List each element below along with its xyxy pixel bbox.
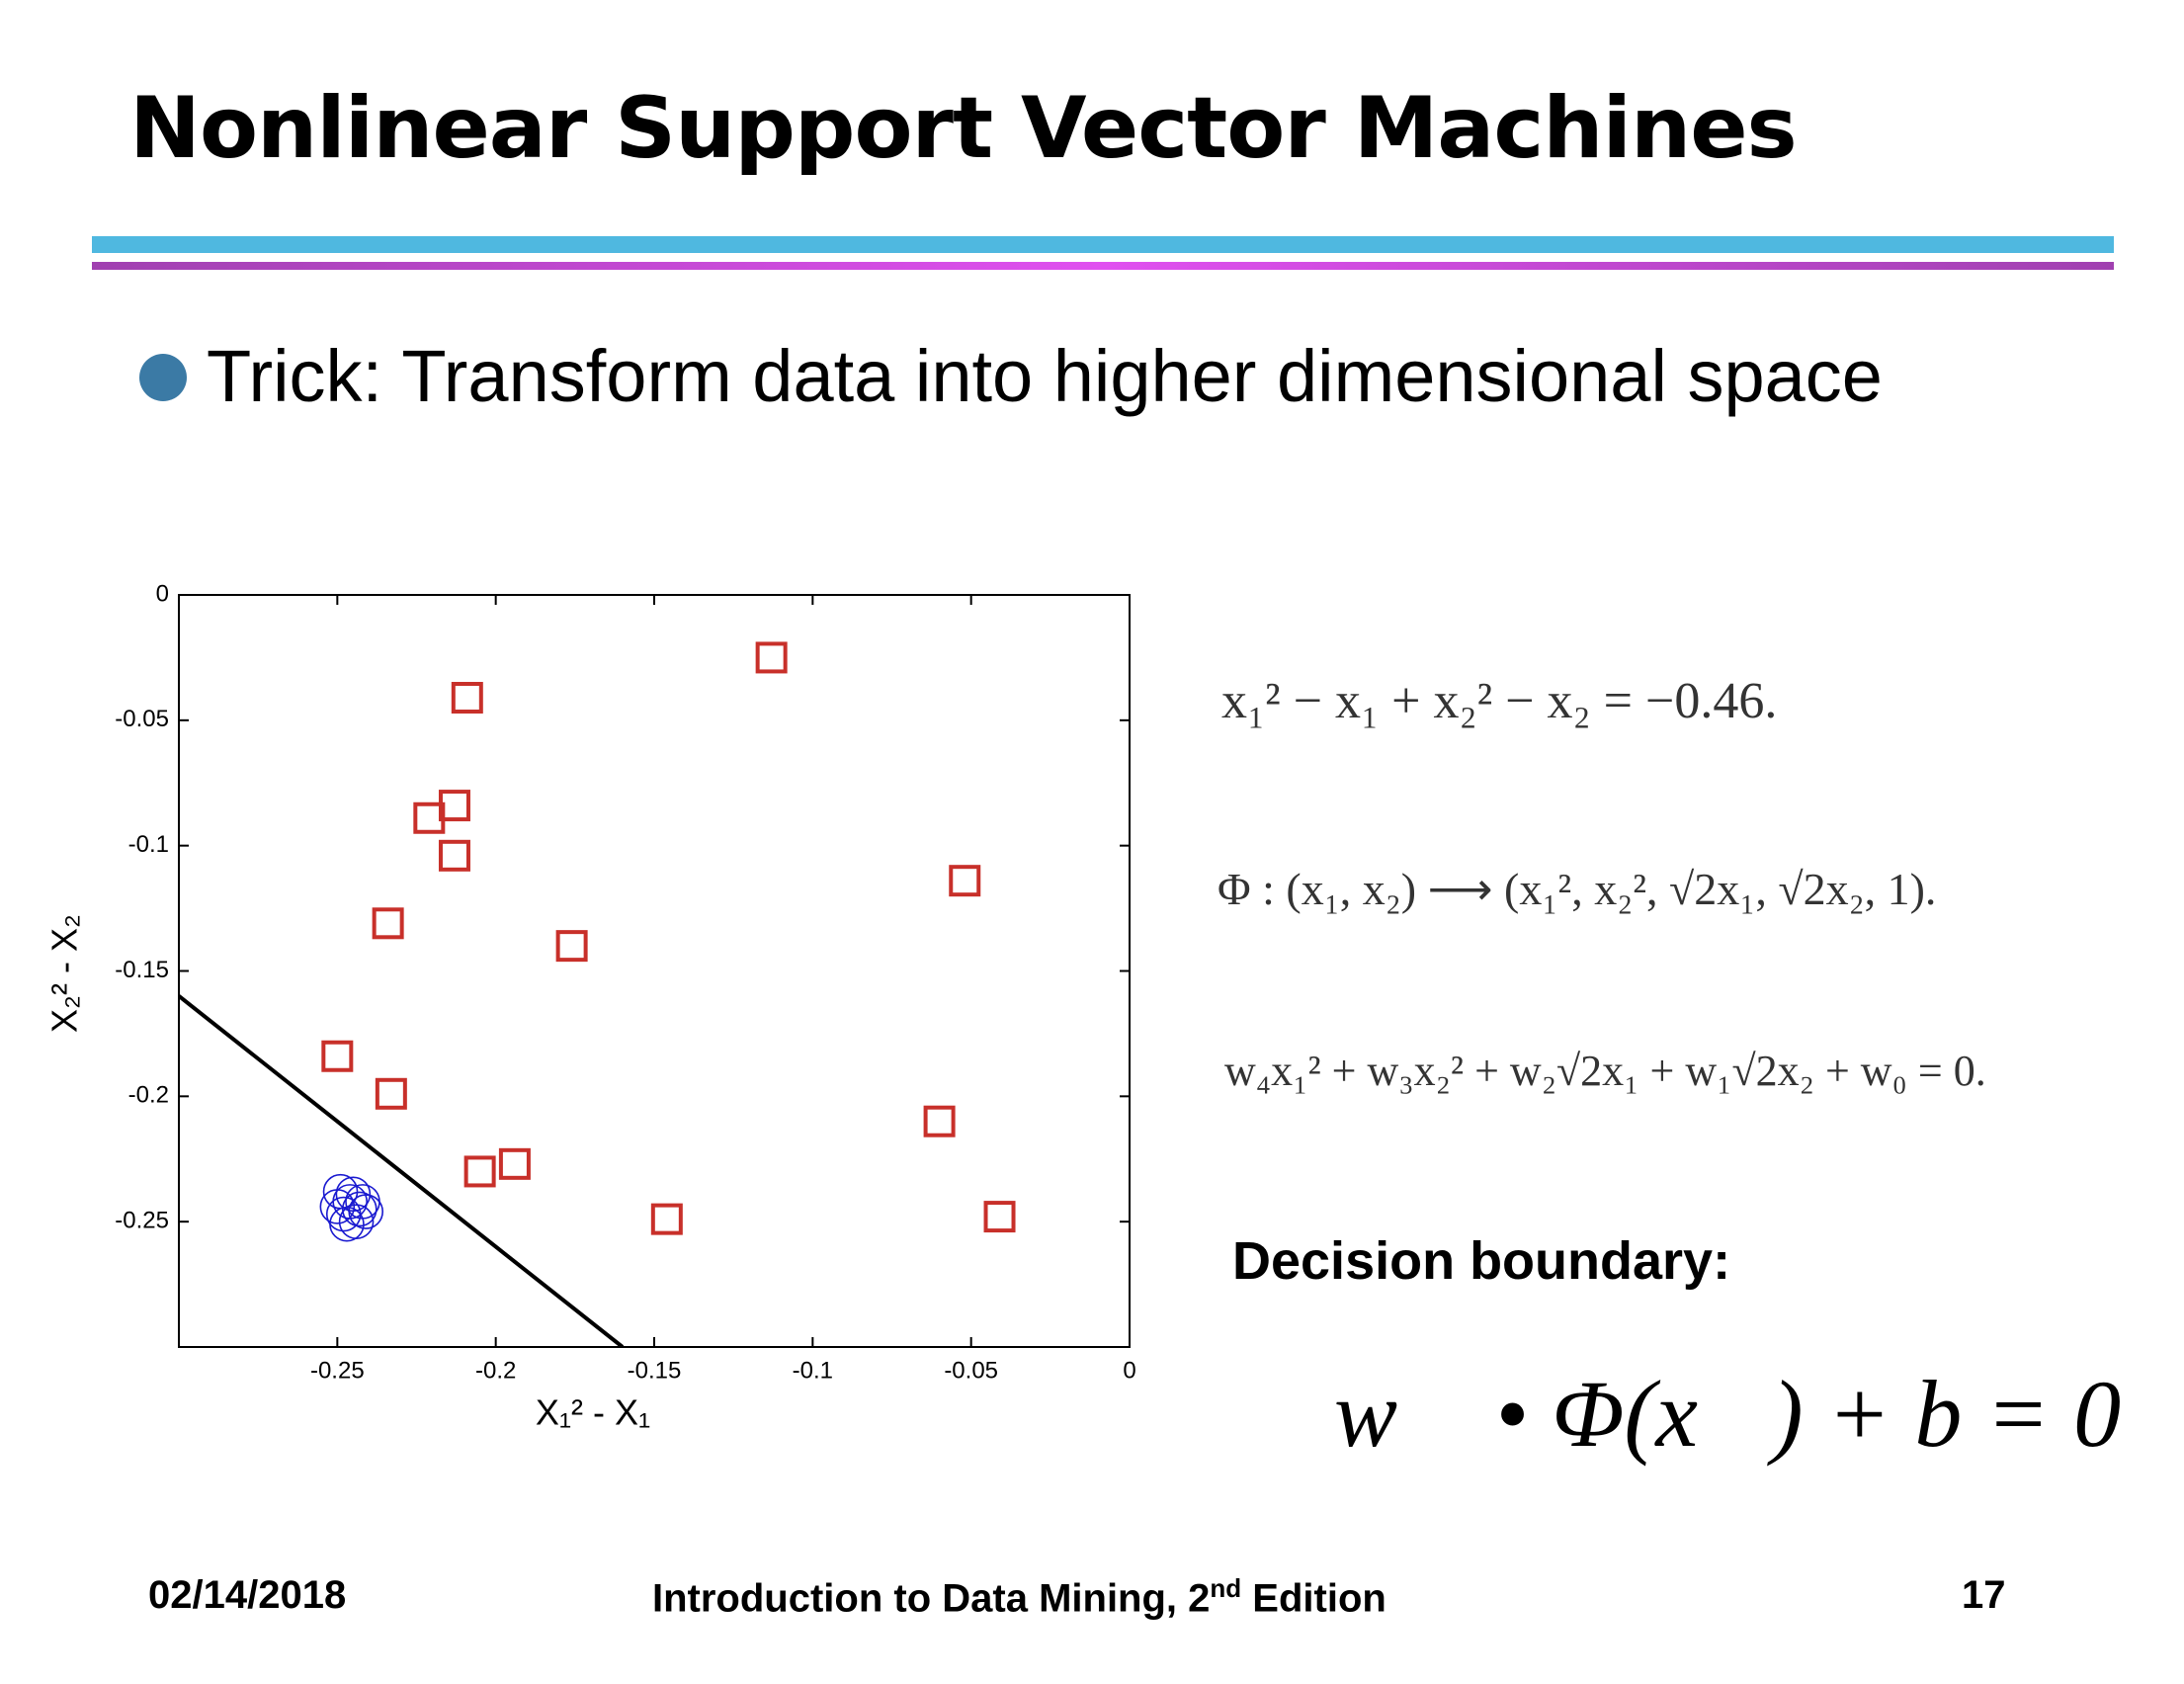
square-point xyxy=(650,1203,683,1235)
x-tick-label: -0.15 xyxy=(628,1357,682,1384)
square-point xyxy=(413,801,446,834)
equation: Φ : (x₁, x₂) ⟶ (x₁², x₂², √2x₁, √2x₂, 1)… xyxy=(1218,864,1937,914)
square-point xyxy=(321,1040,354,1072)
bullet-dot xyxy=(139,354,187,401)
y-tick-label: -0.2 xyxy=(128,1082,169,1109)
footer-course: Introduction to Data Mining, 2nd Edition xyxy=(652,1573,1386,1621)
decision-formula: w⃗ • Φ(x⃗) + b = 0 xyxy=(1334,1361,2122,1467)
slide-title: Nonlinear Support Vector Machines xyxy=(129,79,1798,178)
chart: X₁² - X₁ X₂² - X₂ -0.25 -0.2 -0.15 -0.1 -0.0… xyxy=(44,580,1136,1433)
square-point xyxy=(755,641,788,674)
title-rule xyxy=(92,236,2114,253)
plot-area xyxy=(179,641,1016,1347)
footer-page: 17 xyxy=(1962,1573,2006,1617)
circle-point xyxy=(341,1191,378,1227)
square-point xyxy=(498,1147,531,1180)
square-point xyxy=(451,682,483,715)
x-tick-label: -0.25 xyxy=(310,1357,365,1384)
square-point xyxy=(983,1201,1016,1233)
bullet-text: Trick: Transform data into higher dimens… xyxy=(207,335,1883,417)
y-axis-label: X₂² - X₂ xyxy=(44,914,85,1033)
square-point xyxy=(555,930,588,963)
footer-text: Introduction to Data Mining, 2 xyxy=(652,1576,1211,1621)
square-point xyxy=(463,1155,496,1188)
square-point xyxy=(949,865,981,897)
decision-line xyxy=(179,994,625,1347)
x-axis-label: X₁² - X₁ xyxy=(536,1392,650,1433)
y-tick-label: -0.1 xyxy=(128,831,169,858)
title-rule xyxy=(92,262,2114,270)
circle-point xyxy=(335,1176,372,1213)
footer-sup: nd xyxy=(1210,1573,1242,1603)
y-tick-label: -0.15 xyxy=(115,957,169,983)
equation: w₄x₁² + w₃x₂² + w₂√2x₁ + w₁√2x₂ + w₀ = 0… xyxy=(1224,1047,1986,1095)
square-point xyxy=(438,839,470,872)
square-point xyxy=(375,1077,407,1110)
y-tick-label: -0.25 xyxy=(115,1208,169,1234)
y-tick-label: 0 xyxy=(156,580,169,607)
x-tick-label: 0 xyxy=(1123,1357,1135,1384)
footer-text: Edition xyxy=(1241,1576,1386,1621)
y-tick-label: -0.05 xyxy=(115,706,169,732)
footer-date: 02/14/2018 xyxy=(148,1573,347,1617)
circle-point xyxy=(345,1184,380,1220)
square-point xyxy=(372,907,404,940)
equation: x₁² − x₁ + x₂² − x₂ = −0.46. xyxy=(1221,673,1778,729)
x-tick-label: -0.2 xyxy=(475,1357,516,1384)
x-tick-label: -0.05 xyxy=(944,1357,998,1384)
decision-label: Decision boundary: xyxy=(1232,1231,1731,1291)
x-tick-label: -0.1 xyxy=(793,1357,833,1384)
square-point xyxy=(923,1105,956,1137)
